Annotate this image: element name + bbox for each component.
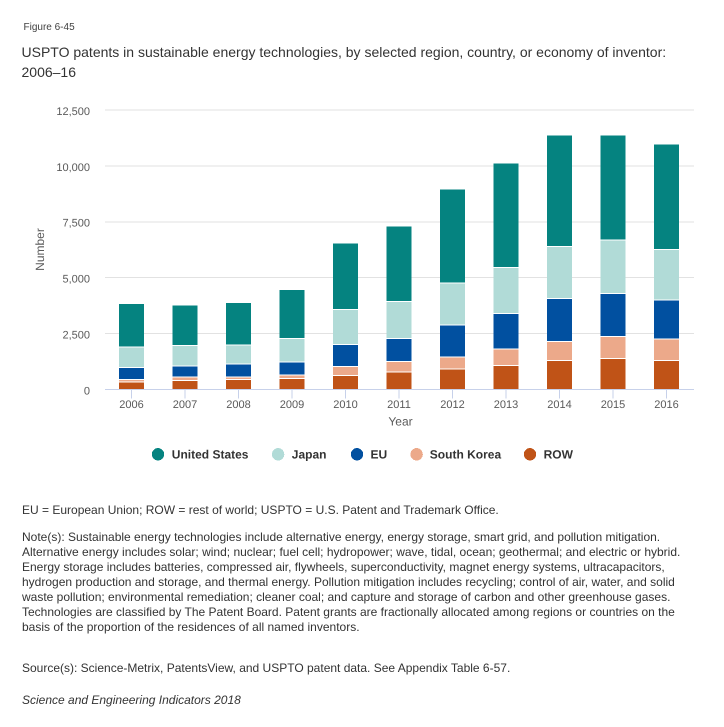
svg-text:2014: 2014 [547,399,571,411]
svg-text:ROW: ROW [544,448,574,462]
svg-text:Year: Year [388,415,412,429]
svg-text:2015: 2015 [601,399,625,411]
svg-text:Japan: Japan [292,448,327,462]
svg-text:United States: United States [172,448,249,462]
svg-text:12,500: 12,500 [56,106,90,118]
svg-text:2011: 2011 [387,399,411,411]
svg-text:2016: 2016 [654,399,678,411]
svg-text:5,000: 5,000 [62,274,90,286]
svg-text:South Korea: South Korea [430,448,502,462]
svg-text:Number: Number [33,228,47,271]
svg-text:2009: 2009 [280,399,304,411]
svg-text:EU: EU [371,448,388,462]
svg-text:2006: 2006 [119,399,143,411]
svg-text:7,500: 7,500 [62,218,90,230]
svg-text:2012: 2012 [440,399,464,411]
svg-text:2,500: 2,500 [62,329,90,341]
svg-text:2010: 2010 [333,399,357,411]
svg-text:0: 0 [84,385,90,397]
svg-text:2013: 2013 [494,399,518,411]
svg-text:10,000: 10,000 [56,162,90,174]
svg-text:2008: 2008 [226,399,250,411]
svg-text:2007: 2007 [173,399,197,411]
